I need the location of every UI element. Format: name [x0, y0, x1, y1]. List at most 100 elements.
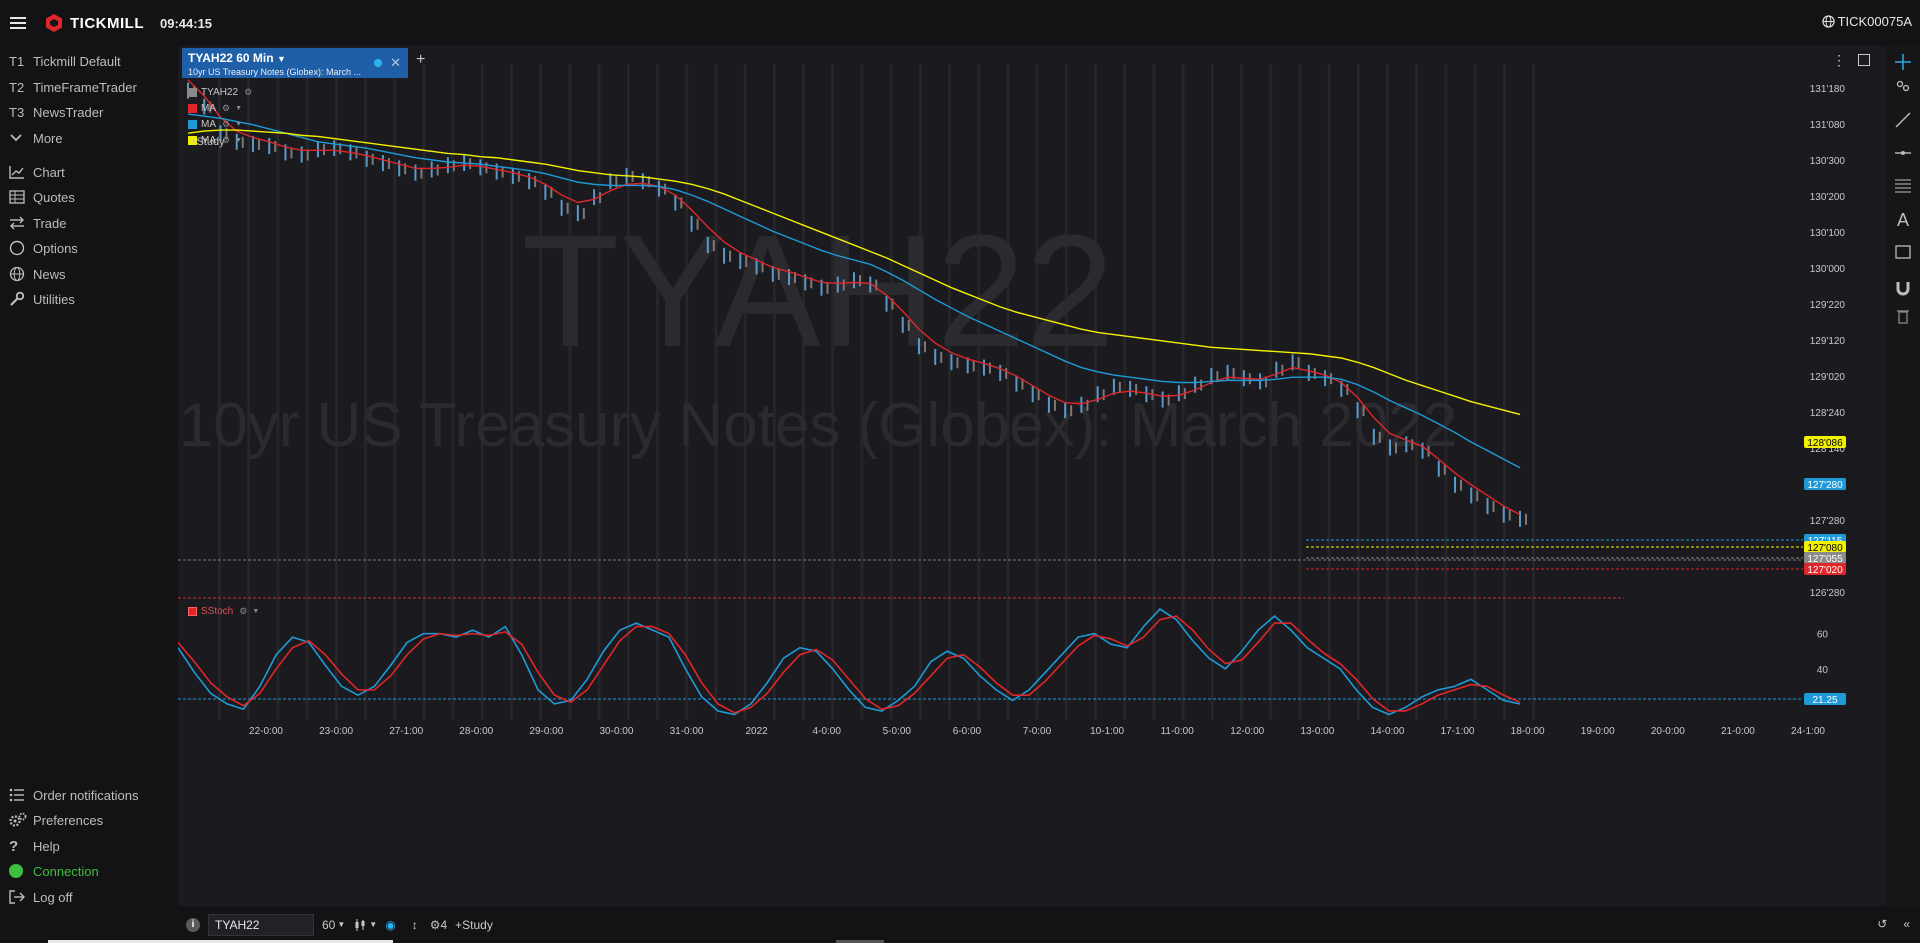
add-study-bottom-label: Study — [462, 917, 493, 932]
session-stripe — [948, 64, 951, 720]
studies-count-button[interactable]: ⚙ 4 — [430, 918, 447, 932]
fibonacci-icon[interactable] — [1893, 176, 1913, 196]
vertical-scale-icon[interactable]: ↕ — [411, 917, 418, 932]
trend-line-icon[interactable] — [1893, 110, 1913, 130]
horizontal-line-icon[interactable] — [1893, 143, 1913, 163]
reset-icon[interactable]: ↺ — [1877, 917, 1888, 931]
session-stripe — [510, 64, 513, 720]
sidebar-item-quotes[interactable]: Quotes — [0, 185, 178, 209]
eye-toggle-icon[interactable]: ◉ — [385, 917, 396, 932]
sidebar-item-timeframetrader[interactable]: T2 TimeFrameTrader — [0, 75, 178, 99]
caret-down-icon[interactable]: ▼ — [235, 104, 243, 112]
caret-down-icon[interactable]: ▼ — [252, 608, 260, 615]
symbol-input[interactable] — [208, 913, 314, 936]
sidebar-item-log-off[interactable]: Log off — [0, 885, 178, 909]
session-stripe — [597, 64, 601, 720]
watermark-symbol: TYAH22 — [522, 201, 1115, 380]
globe-icon — [1821, 15, 1835, 28]
caret-down-icon[interactable]: ▼ — [235, 120, 243, 128]
crosshair-icon[interactable] — [1893, 52, 1913, 72]
legend-item-symbol[interactable]: TYAH22 ⚙ — [188, 84, 252, 100]
gear-icon[interactable]: ⚙ — [239, 606, 248, 616]
gear-icon[interactable]: ⚙ — [222, 134, 231, 145]
legend-label: MA — [201, 134, 216, 146]
session-stripe — [1269, 64, 1273, 720]
rectangle-icon[interactable] — [1893, 242, 1913, 262]
legend-label: MA — [201, 118, 216, 130]
chart-type-dropdown[interactable]: ▼ — [353, 918, 377, 932]
session-stripe — [714, 64, 718, 720]
live-indicator-icon — [374, 59, 382, 67]
stoch-axis-label: 60 — [1817, 630, 1829, 641]
sidebar-item-utilities[interactable]: Utilities — [0, 287, 178, 311]
tab-tyah22-60min[interactable]: TYAH22 60 Min ▼ 10yr US Treasury Notes (… — [182, 48, 408, 78]
account-indicator[interactable]: TICK00075A — [1821, 14, 1912, 29]
gear-icon[interactable]: ⚙ — [244, 86, 253, 97]
sidebar: T1 Tickmill Default T2 TimeFrameTrader T… — [0, 46, 178, 943]
tab-title-text: TYAH22 60 Min — [188, 51, 274, 65]
caret-down-icon[interactable]: ▼ — [235, 136, 243, 144]
sidebar-item-preferences[interactable]: Preferences — [0, 808, 178, 832]
interval-dropdown[interactable]: 60 ▼ — [322, 918, 345, 932]
sidebar-item-chart[interactable]: Chart — [0, 160, 178, 184]
close-icon[interactable]: ✕ — [390, 55, 401, 70]
sidebar-item-newstrader[interactable]: T3 NewsTrader — [0, 100, 178, 124]
session-stripe — [1006, 64, 1010, 720]
sidebar-item-tickmill-default[interactable]: T1 Tickmill Default — [0, 49, 178, 73]
sidebar-item-help[interactable]: ? Help — [0, 834, 178, 858]
price-marker-label: 128'086 — [1807, 438, 1843, 449]
session-stripe — [334, 64, 338, 720]
session-stripe — [1532, 64, 1535, 720]
session-stripe — [743, 64, 747, 720]
session-stripe — [276, 64, 280, 720]
gear-icon: ⚙ — [429, 917, 441, 932]
session-stripe — [247, 64, 251, 720]
more-options-icon[interactable]: ⋮ — [1832, 52, 1846, 68]
session-stripe — [977, 64, 981, 720]
gear-icon[interactable]: ⚙ — [222, 102, 231, 113]
bottom-right-controls: ↺ « — [1877, 917, 1910, 931]
caret-down-icon: ▼ — [369, 920, 378, 929]
add-study-bottom-button[interactable]: + Study — [455, 918, 493, 932]
sidebar-item-label: Quotes — [33, 189, 75, 205]
legend-item-ma-red[interactable]: MA ⚙ ▼ — [188, 100, 252, 116]
sidebar-item-connection[interactable]: Connection — [0, 859, 178, 883]
time-axis-label: 23-0:00 — [319, 726, 353, 737]
link-icon[interactable] — [1893, 76, 1913, 96]
add-study-button[interactable]: +Study — [190, 136, 225, 148]
stoch-marker-badge — [1804, 693, 1846, 705]
trash-icon[interactable] — [1893, 306, 1913, 326]
sidebar-item-news[interactable]: News — [0, 262, 178, 286]
gear-icon[interactable]: ⚙ — [222, 118, 231, 129]
sidebar-item-more[interactable]: More — [0, 126, 178, 150]
legend-item-sstoch[interactable]: SStoch ⚙ ▼ — [188, 606, 259, 617]
legend-item-ma-blue[interactable]: MA ⚙ ▼ — [188, 116, 252, 132]
session-stripe — [685, 64, 689, 720]
chart-canvas[interactable]: TYAH22 10yr US Treasury Notes (Globex): M… — [178, 46, 1886, 906]
collapse-icon[interactable]: « — [1903, 917, 1910, 931]
quotes-icon — [9, 190, 25, 204]
time-axis-label: 4-0:00 — [813, 726, 842, 737]
session-stripe — [1444, 64, 1448, 720]
time-axis-label: 20-0:00 — [1651, 726, 1685, 737]
sidebar-item-options[interactable]: Options — [0, 236, 178, 260]
legend-item-ma-yellow[interactable]: MA ⚙ ▼ — [188, 132, 252, 148]
popout-icon[interactable] — [1858, 54, 1870, 66]
sidebar-item-trade[interactable]: Trade — [0, 211, 178, 235]
tab-subtitle: 10yr US Treasury Notes (Globex): March .… — [188, 67, 362, 77]
stoch-axis-label: 40 — [1817, 665, 1829, 676]
sidebar-item-label: Preferences — [33, 812, 104, 828]
sidebar-item-label: Chart — [33, 164, 65, 180]
price-marker-badge — [1804, 478, 1846, 490]
add-tab-button[interactable]: + — [416, 51, 426, 68]
series-line-ma-fast — [187, 79, 1521, 516]
session-stripe — [889, 64, 893, 720]
session-stripe — [1094, 64, 1097, 720]
gears-icon — [9, 812, 27, 827]
session-stripe — [1298, 64, 1302, 720]
magnet-icon[interactable] — [1893, 278, 1913, 298]
info-icon[interactable]: i — [186, 917, 200, 932]
text-tool-icon[interactable]: A — [1896, 209, 1909, 230]
sidebar-item-order-notifications[interactable]: Order notifications — [0, 783, 178, 807]
menu-icon[interactable] — [10, 17, 26, 29]
